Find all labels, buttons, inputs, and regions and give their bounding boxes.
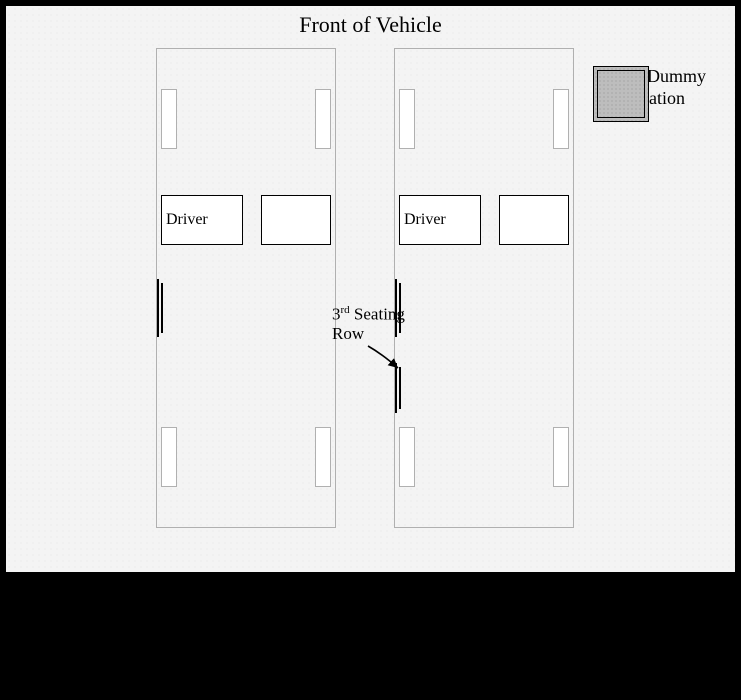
vehicle-right: Driver [394, 48, 574, 528]
wheel-rear-left [399, 427, 415, 487]
wheel-front-right [315, 89, 331, 149]
seat-front-passenger-left [261, 195, 331, 245]
wheel-rear-right [553, 427, 569, 487]
seat-driver-right: Driver [399, 195, 481, 245]
callout-sup: rd [341, 304, 350, 316]
wheel-front-left [399, 89, 415, 149]
right-row3-seat-3 [395, 363, 397, 413]
diagram-frame: Front of Vehicle Driver Driver [4, 4, 737, 574]
driver-label: Driver [166, 211, 208, 229]
driver-label: Driver [404, 211, 446, 229]
callout-line2: Row [332, 324, 364, 343]
callout-pre: 3 [332, 305, 341, 324]
legend: Water Dummy Location [593, 66, 713, 109]
wheel-rear-left [161, 427, 177, 487]
seat-front-passenger-right [499, 195, 569, 245]
seat-driver-left: Driver [161, 195, 243, 245]
left-row2-seat-3 [157, 279, 159, 337]
wheel-front-right [553, 89, 569, 149]
wheel-rear-right [315, 427, 331, 487]
callout-post: Seating [350, 305, 405, 324]
third-row-callout: 3rd Seating Row [332, 304, 405, 344]
legend-swatch [593, 66, 649, 122]
figure-root: Front of Vehicle Driver Driver [0, 0, 741, 700]
diagram-title: Front of Vehicle [6, 12, 735, 38]
vehicle-left: Driver [156, 48, 336, 528]
wheel-front-left [161, 89, 177, 149]
